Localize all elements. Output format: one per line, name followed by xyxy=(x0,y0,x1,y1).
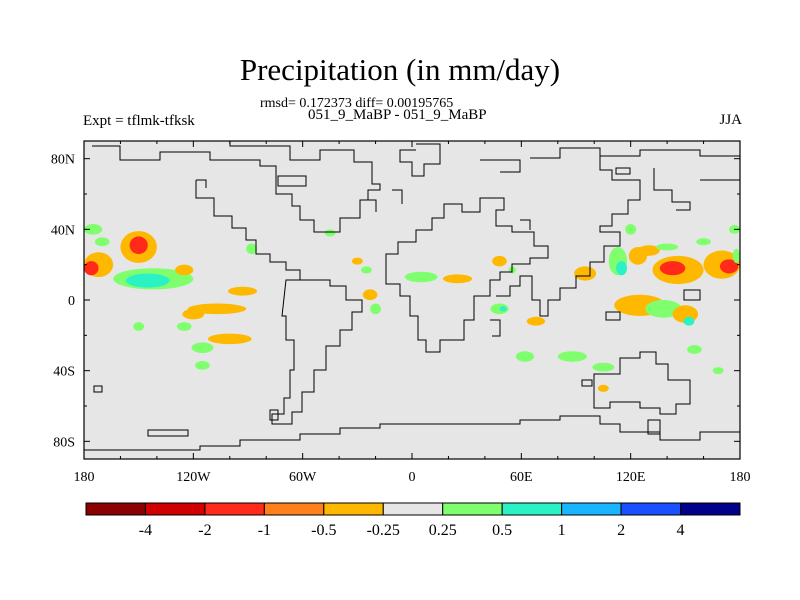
anomaly-region-33 xyxy=(597,384,609,392)
anomaly-region-36 xyxy=(616,261,628,276)
y-tick-label-4: 80S xyxy=(53,435,75,450)
x-tick-label-5: 120E xyxy=(616,470,646,485)
anomaly-region-19 xyxy=(370,303,382,315)
anomaly-contour-layer xyxy=(84,224,740,392)
colorbar-label-5: 0.25 xyxy=(429,522,457,539)
plot-title: Precipitation (in mm/day) xyxy=(239,52,561,87)
anomaly-region-15 xyxy=(227,286,258,296)
colorbar-box-8 xyxy=(561,502,622,516)
anomaly-region-52 xyxy=(687,345,702,354)
colorbar-box-7 xyxy=(501,502,563,516)
stats-line: rmsd= 0.172373 diff= 0.00195765 xyxy=(260,96,454,111)
colorbar-box-0 xyxy=(85,502,146,516)
x-tick-label-2: 60W xyxy=(289,470,317,485)
anomaly-region-49 xyxy=(696,238,711,246)
colorbar-box-4 xyxy=(323,502,384,516)
anomaly-region-48 xyxy=(656,243,679,251)
y-tick-label-2: 0 xyxy=(68,294,75,309)
colorbar-label-4: -0.25 xyxy=(367,522,400,539)
anomaly-region-24 xyxy=(442,274,473,284)
anomaly-region-3 xyxy=(129,236,148,255)
anomaly-region-30 xyxy=(515,351,535,362)
anomaly-region-39 xyxy=(625,224,637,235)
anomaly-region-1 xyxy=(84,261,99,276)
coastline-antarctica xyxy=(84,415,740,451)
anomaly-region-29 xyxy=(526,316,546,326)
anomaly-region-11 xyxy=(182,308,205,320)
anomaly-region-31 xyxy=(557,351,587,362)
x-tick-label-0: 180 xyxy=(74,470,95,485)
coastline-islands xyxy=(93,167,740,437)
colorbar-label-8: 2 xyxy=(617,522,625,539)
anomaly-region-45 xyxy=(645,300,682,318)
x-tick-label-4: 60E xyxy=(510,470,533,485)
coastline-europe-africa-asia xyxy=(385,143,740,353)
colorbar-label-2: -1 xyxy=(258,522,271,539)
x-tick-label-3: 0 xyxy=(409,470,416,485)
y-tick-label-0: 80N xyxy=(51,153,75,168)
anomaly-region-53 xyxy=(712,367,724,375)
anomaly-region-16 xyxy=(133,322,145,331)
anomaly-region-38 xyxy=(637,245,660,256)
y-axis: 80N 40N 0 40S 80S xyxy=(51,153,740,450)
anomaly-region-20 xyxy=(360,266,372,274)
anomaly-region-13 xyxy=(191,342,214,354)
anomaly-region-21 xyxy=(351,257,363,265)
colorbar-label-1: -2 xyxy=(198,522,211,539)
anomaly-region-8 xyxy=(94,237,110,247)
colorbar-box-6 xyxy=(442,502,503,516)
y-tick-label-1: 40N xyxy=(51,223,75,238)
anomaly-region-32 xyxy=(592,362,615,372)
coastline-south-america xyxy=(271,279,363,425)
y-tick-label-3: 40S xyxy=(53,365,75,380)
experiment-label: Expt = tflmk-tfksk xyxy=(83,113,195,129)
case-name: 051_9_MaBP - 051_9_MaBP xyxy=(308,107,487,123)
colorbar-box-9 xyxy=(620,502,682,516)
anomaly-region-5 xyxy=(125,273,170,288)
coastline-north-america xyxy=(92,141,403,280)
anomaly-region-9 xyxy=(246,243,258,255)
anomaly-region-7 xyxy=(84,224,103,235)
colorbar-label-7: 1 xyxy=(558,522,566,539)
anomaly-region-6 xyxy=(175,264,194,276)
x-tick-label-6: 180 xyxy=(730,470,751,485)
anomaly-region-25 xyxy=(492,255,507,267)
anomaly-region-28 xyxy=(499,306,507,312)
anomaly-region-43 xyxy=(719,259,739,274)
colorbar-box-5 xyxy=(382,502,444,516)
x-axis: 180 120W 60W 0 60E 120E 180 xyxy=(74,141,751,485)
anomaly-region-18 xyxy=(362,289,378,301)
x-tick-label-1: 120W xyxy=(176,470,211,485)
colorbar-box-1 xyxy=(144,502,206,516)
colorbar-label-6: 0.5 xyxy=(492,522,512,539)
coastlines xyxy=(84,141,740,451)
colorbar-label-3: -0.5 xyxy=(311,522,336,539)
season-label: JJA xyxy=(719,112,742,128)
anomaly-region-14 xyxy=(207,333,252,345)
anomaly-region-47 xyxy=(683,316,695,326)
colorbar-box-3 xyxy=(263,502,325,516)
anomaly-region-23 xyxy=(404,271,438,283)
anomaly-region-51 xyxy=(732,248,740,263)
colorbar-label-0: -4 xyxy=(139,522,152,539)
colorbar-box-10 xyxy=(680,502,741,516)
anomaly-region-17 xyxy=(195,360,210,370)
anomaly-region-12 xyxy=(176,322,192,331)
colorbar-label-9: 4 xyxy=(677,522,685,539)
anomaly-region-41 xyxy=(659,261,686,276)
colorbar: -4 -2 -1 -0.5 -0.25 0.25 0.5 1 2 4 xyxy=(85,502,741,539)
anomaly-region-34 xyxy=(574,266,597,281)
colorbar-box-2 xyxy=(204,502,265,516)
anomaly-region-22 xyxy=(324,229,336,237)
